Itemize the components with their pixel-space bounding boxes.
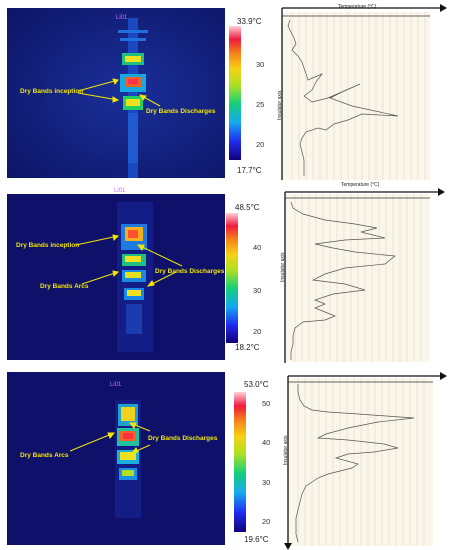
annotation-arrows bbox=[75, 234, 183, 287]
temperature-profile-plot-1 bbox=[282, 12, 430, 180]
annotation-dry-bands-discharges: Dry Bands Discharges bbox=[155, 268, 225, 275]
thermal-image-1 bbox=[7, 8, 225, 178]
scale-tick: 30 bbox=[256, 60, 265, 69]
annotation-arrows bbox=[77, 78, 161, 107]
annotation-dry-bands-arcs: Dry Bands Arcs bbox=[40, 283, 89, 290]
panel-3: Li01 Dry Bands Discharges Dry Bands Arcs… bbox=[0, 365, 470, 550]
roi-label: Li01 bbox=[110, 382, 122, 388]
panel-axes-1 bbox=[281, 4, 447, 180]
scale-tick: 40 bbox=[253, 243, 262, 252]
scale-min: 19.6°C bbox=[244, 535, 269, 544]
color-scale-bar bbox=[234, 392, 246, 532]
panel-axes-2 bbox=[284, 188, 445, 363]
annotation-dry-bands-arcs: Dry Bands Arcs bbox=[20, 452, 69, 459]
scale-tick: 50 bbox=[262, 399, 271, 408]
annotation-dry-bands-discharges: Dry Bands Discharges bbox=[148, 435, 218, 442]
x-axis-label: Temperature (°C) bbox=[338, 4, 377, 10]
panel-axes-3 bbox=[284, 372, 447, 550]
color-scale-bar bbox=[229, 26, 241, 160]
scale-max: 53.0°C bbox=[244, 380, 269, 389]
color-scale-bar bbox=[226, 213, 238, 343]
thermal-image-3 bbox=[7, 372, 225, 545]
roi-label: Li01 bbox=[114, 188, 126, 194]
profile-curve-1 bbox=[282, 12, 430, 180]
scale-min: 17.7°C bbox=[237, 166, 262, 175]
annotation-dry-bands-inception: Dry Bands inception bbox=[16, 242, 80, 249]
panel-1: Li01 Dry Bands inception Dry Bands Disch… bbox=[0, 0, 470, 180]
scale-tick: 30 bbox=[262, 478, 271, 487]
scale-tick: 30 bbox=[253, 286, 262, 295]
x-axis-label: Temperature (°C) bbox=[341, 182, 380, 188]
profile-curve-2 bbox=[285, 194, 430, 362]
annotation-arrows bbox=[69, 422, 151, 454]
annotation-dry-bands-inception: Dry Bands inception bbox=[20, 88, 84, 95]
scale-tick: 25 bbox=[256, 100, 265, 109]
scale-max: 33.9°C bbox=[237, 17, 262, 26]
scale-tick: 20 bbox=[253, 327, 262, 336]
scale-tick: 20 bbox=[262, 517, 271, 526]
profile-curve-3 bbox=[288, 378, 433, 546]
scale-max: 48.5°C bbox=[235, 203, 260, 212]
scale-min: 18.2°C bbox=[235, 343, 260, 352]
scale-tick: 20 bbox=[256, 140, 265, 149]
panel-2: Li01 Dry Bands inception Dry Bands Disch… bbox=[0, 180, 470, 365]
annotation-dry-bands-discharges: Dry Bands Discharges bbox=[146, 108, 216, 115]
roi-label: Li01 bbox=[116, 15, 128, 21]
scale-tick: 40 bbox=[262, 438, 271, 447]
